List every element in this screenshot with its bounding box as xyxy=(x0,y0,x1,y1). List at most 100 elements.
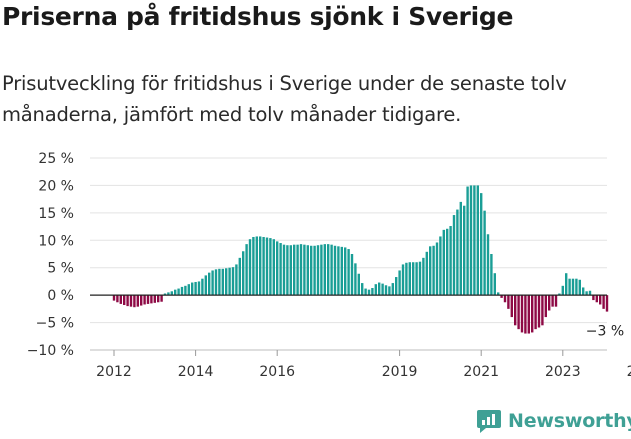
bar xyxy=(184,285,187,296)
bar xyxy=(255,236,258,296)
bar xyxy=(469,185,473,296)
bar xyxy=(452,215,456,296)
bar xyxy=(293,244,296,296)
bar xyxy=(320,244,323,296)
bar xyxy=(344,247,347,296)
bar xyxy=(439,236,442,296)
y-tick-label: −10 % xyxy=(27,343,74,359)
bar xyxy=(602,295,605,309)
bar xyxy=(554,295,558,307)
bar xyxy=(160,295,163,302)
bar xyxy=(143,295,146,305)
bar xyxy=(507,295,510,309)
bar xyxy=(544,295,547,318)
y-tick-label: 10 % xyxy=(38,233,74,249)
bar xyxy=(208,272,211,296)
bar xyxy=(503,295,507,303)
bar xyxy=(466,186,469,296)
bar xyxy=(575,278,578,296)
bar xyxy=(415,262,418,296)
bar xyxy=(582,287,585,296)
x-tick-label: 2021 xyxy=(463,364,499,380)
bar xyxy=(211,270,214,296)
bar xyxy=(218,268,221,296)
bar xyxy=(524,295,527,334)
newsworthy-logo: Newsworthy xyxy=(476,408,631,434)
bar xyxy=(126,295,129,307)
bar xyxy=(418,261,422,296)
bar xyxy=(388,286,391,296)
y-tick-label: 20 % xyxy=(38,178,74,194)
bar xyxy=(279,243,282,296)
bar xyxy=(167,292,170,296)
bar xyxy=(408,262,411,296)
bar xyxy=(432,245,435,296)
bar xyxy=(235,264,238,296)
bar xyxy=(568,278,571,296)
bar xyxy=(347,249,350,296)
bar xyxy=(354,263,357,296)
y-tick-label: 25 % xyxy=(38,151,74,167)
bar xyxy=(401,264,405,296)
bar xyxy=(371,288,374,296)
bar xyxy=(187,284,190,296)
y-tick-label: −5 % xyxy=(36,316,74,332)
x-tick-label: 2019 xyxy=(382,364,418,380)
bar xyxy=(565,273,568,296)
bar xyxy=(500,295,503,298)
bar xyxy=(398,270,401,296)
bar xyxy=(391,283,394,296)
bar xyxy=(177,288,180,296)
bar xyxy=(364,288,367,296)
bar xyxy=(548,295,551,311)
bar xyxy=(242,251,245,296)
bar xyxy=(204,275,207,296)
bar xyxy=(170,291,173,296)
bar xyxy=(435,242,439,296)
bar xyxy=(446,228,449,296)
bar xyxy=(201,278,204,296)
bar xyxy=(537,295,541,328)
bar xyxy=(592,295,595,301)
bar xyxy=(146,295,150,304)
bar xyxy=(374,284,377,296)
y-tick-label: 15 % xyxy=(38,206,74,222)
brand-name: Newsworthy xyxy=(508,410,631,432)
bar xyxy=(316,245,320,296)
bar xyxy=(313,245,316,296)
bar xyxy=(486,234,490,296)
bar xyxy=(480,193,483,296)
bar xyxy=(473,185,476,296)
bar xyxy=(289,245,292,296)
bar xyxy=(330,244,333,296)
bar xyxy=(265,237,269,296)
chart-title: Priserna på fritidshus sjönk i Sverige xyxy=(2,2,514,31)
bar xyxy=(191,282,194,296)
bar xyxy=(327,244,330,296)
bar xyxy=(405,262,408,296)
bar xyxy=(456,209,459,296)
bar xyxy=(310,245,313,296)
last-value-label: −3 % xyxy=(586,324,624,340)
bar xyxy=(395,277,398,296)
bar xyxy=(585,291,588,296)
bar xyxy=(459,201,462,296)
bar xyxy=(337,246,340,296)
bar xyxy=(180,286,184,296)
bar xyxy=(476,185,479,296)
bar xyxy=(551,295,554,307)
bar xyxy=(595,295,598,303)
x-tick-label: 2014 xyxy=(178,364,214,380)
bar xyxy=(384,285,388,296)
bar xyxy=(116,295,119,303)
bar xyxy=(605,295,609,312)
bar xyxy=(214,269,218,296)
bar xyxy=(510,295,513,318)
bar xyxy=(276,241,279,296)
bar xyxy=(153,295,156,303)
bar xyxy=(541,295,544,326)
bar xyxy=(561,285,564,296)
bar xyxy=(286,245,289,296)
bar xyxy=(306,245,309,296)
bar xyxy=(531,295,534,333)
